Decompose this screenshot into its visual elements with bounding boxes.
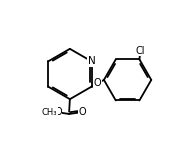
Text: Cl: Cl [135, 46, 145, 56]
Text: O: O [94, 78, 102, 88]
Text: O: O [54, 107, 62, 118]
Text: N: N [88, 56, 95, 66]
Text: CH₃: CH₃ [41, 108, 57, 117]
Text: O: O [78, 107, 86, 118]
